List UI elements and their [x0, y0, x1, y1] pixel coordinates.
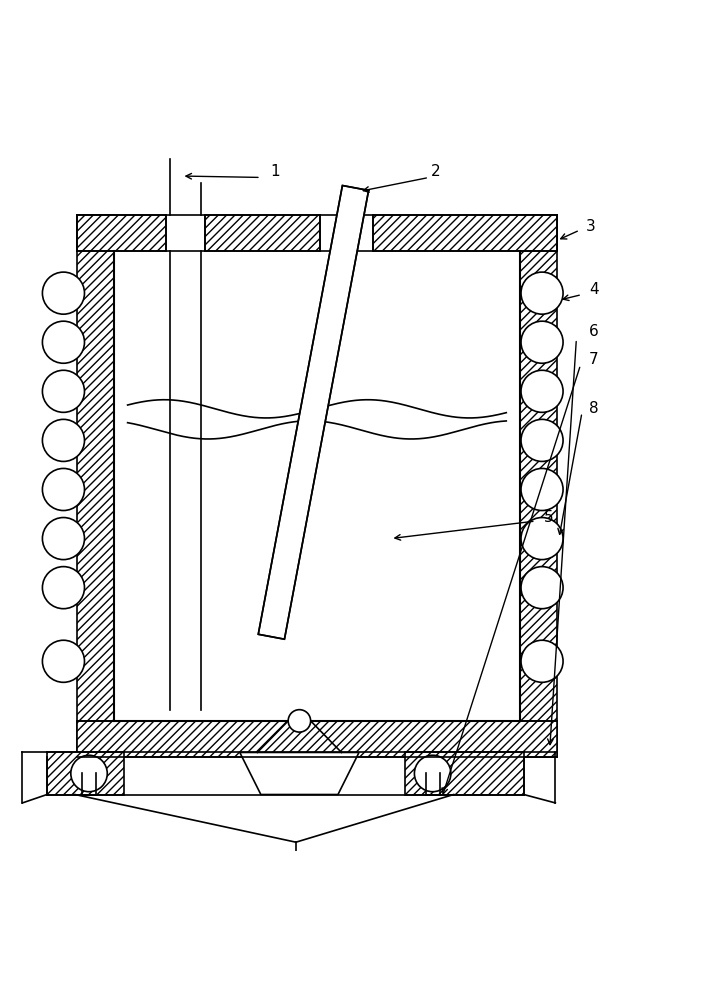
- Text: 2: 2: [432, 164, 441, 179]
- Bar: [520, 215, 557, 757]
- Circle shape: [521, 567, 563, 609]
- Bar: [77, 215, 166, 251]
- Circle shape: [42, 518, 84, 560]
- Text: 6: 6: [589, 324, 599, 339]
- Circle shape: [521, 419, 563, 461]
- Text: 4: 4: [589, 282, 598, 297]
- Polygon shape: [240, 752, 359, 795]
- Text: 1: 1: [270, 164, 279, 179]
- Text: 5: 5: [543, 510, 553, 525]
- Text: 7: 7: [589, 352, 598, 367]
- Bar: [77, 215, 113, 757]
- Circle shape: [288, 710, 310, 732]
- Circle shape: [42, 370, 84, 412]
- Circle shape: [42, 640, 84, 682]
- Circle shape: [521, 272, 563, 314]
- Text: 3: 3: [586, 219, 596, 234]
- Bar: [47, 752, 124, 795]
- Circle shape: [42, 419, 84, 461]
- Polygon shape: [258, 186, 369, 639]
- Circle shape: [521, 640, 563, 682]
- Circle shape: [42, 567, 84, 609]
- Bar: [170, 251, 201, 710]
- Circle shape: [521, 468, 563, 511]
- Circle shape: [42, 272, 84, 314]
- Bar: [205, 215, 320, 251]
- Circle shape: [415, 755, 451, 792]
- Circle shape: [521, 370, 563, 412]
- Circle shape: [71, 755, 107, 792]
- Bar: [373, 215, 557, 251]
- Bar: [405, 752, 524, 795]
- Bar: [77, 721, 557, 757]
- Text: 8: 8: [589, 401, 598, 416]
- Circle shape: [42, 468, 84, 511]
- Circle shape: [521, 321, 563, 363]
- Circle shape: [521, 518, 563, 560]
- Circle shape: [42, 321, 84, 363]
